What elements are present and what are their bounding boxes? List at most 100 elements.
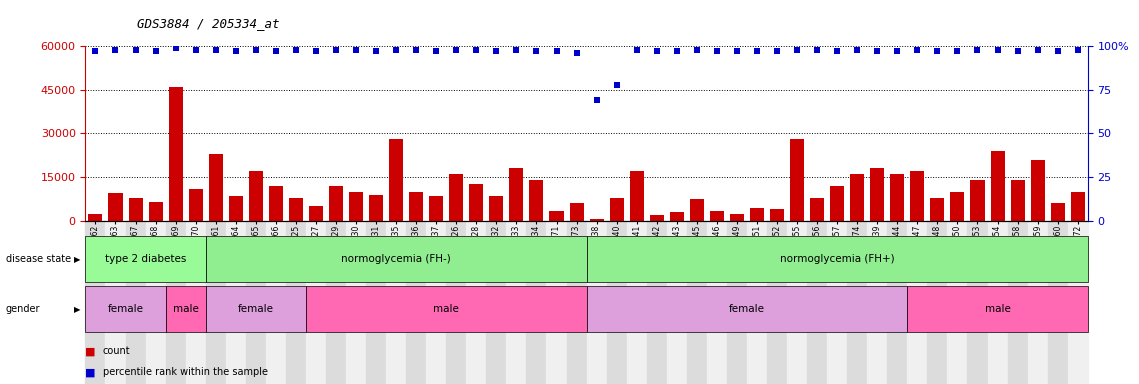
Bar: [948, 221, 967, 384]
Bar: [991, 151, 1005, 221]
Bar: [526, 221, 547, 384]
Bar: [770, 209, 784, 221]
Point: [828, 48, 846, 55]
Bar: [469, 184, 483, 221]
Point: [628, 46, 646, 53]
Bar: [950, 192, 965, 221]
Bar: [570, 204, 583, 221]
Bar: [927, 221, 948, 384]
Text: male: male: [984, 304, 1010, 314]
Point: [788, 46, 806, 53]
Bar: [607, 221, 626, 384]
Point: [728, 48, 746, 55]
Bar: [208, 154, 223, 221]
Point: [1068, 46, 1087, 53]
Text: normoglycemia (FH+): normoglycemia (FH+): [780, 254, 894, 264]
Point: [267, 48, 285, 55]
Point: [688, 46, 706, 53]
Text: normoglycemia (FH-): normoglycemia (FH-): [342, 254, 451, 264]
Bar: [289, 197, 303, 221]
Text: ▶: ▶: [74, 305, 81, 314]
Bar: [146, 221, 165, 384]
Bar: [446, 221, 466, 384]
Bar: [808, 221, 827, 384]
Bar: [549, 210, 564, 221]
Bar: [1067, 221, 1088, 384]
Bar: [407, 221, 426, 384]
Bar: [229, 196, 243, 221]
Bar: [125, 221, 146, 384]
Bar: [690, 199, 704, 221]
Point: [808, 46, 826, 53]
Bar: [827, 221, 847, 384]
Bar: [710, 210, 724, 221]
Bar: [891, 174, 904, 221]
Bar: [449, 174, 464, 221]
Point: [868, 48, 886, 55]
Text: count: count: [103, 346, 130, 356]
Bar: [749, 208, 764, 221]
Bar: [306, 221, 326, 384]
Bar: [666, 221, 687, 384]
Bar: [246, 221, 265, 384]
Bar: [626, 221, 647, 384]
Bar: [189, 189, 203, 221]
Bar: [346, 221, 366, 384]
Point: [1029, 46, 1047, 53]
Point: [989, 46, 1007, 53]
Point: [106, 46, 124, 53]
Point: [287, 46, 305, 53]
Bar: [1008, 221, 1027, 384]
Bar: [129, 197, 142, 221]
Point: [768, 48, 786, 55]
Point: [166, 45, 185, 51]
Point: [427, 48, 445, 55]
Bar: [767, 221, 787, 384]
Point: [367, 48, 385, 55]
Point: [507, 46, 525, 53]
Point: [487, 48, 506, 55]
Bar: [630, 171, 644, 221]
Bar: [609, 197, 624, 221]
Bar: [426, 221, 446, 384]
Bar: [530, 180, 543, 221]
Point: [567, 50, 585, 56]
Bar: [647, 221, 666, 384]
Bar: [1027, 221, 1048, 384]
Bar: [587, 221, 607, 384]
Bar: [329, 186, 343, 221]
Bar: [486, 221, 507, 384]
Point: [888, 48, 907, 55]
Bar: [870, 169, 884, 221]
Bar: [148, 202, 163, 221]
Point: [467, 46, 485, 53]
Bar: [248, 171, 263, 221]
Bar: [409, 192, 424, 221]
Bar: [369, 195, 383, 221]
Bar: [429, 196, 443, 221]
Text: percentile rank within the sample: percentile rank within the sample: [103, 367, 268, 377]
Bar: [670, 212, 683, 221]
Point: [1049, 48, 1067, 55]
Bar: [349, 192, 363, 221]
Bar: [850, 174, 865, 221]
Point: [707, 48, 726, 55]
Text: ■: ■: [85, 346, 96, 356]
Point: [849, 46, 867, 53]
Bar: [507, 221, 526, 384]
Bar: [687, 221, 707, 384]
Point: [527, 48, 546, 55]
Point: [187, 46, 205, 53]
Point: [306, 48, 325, 55]
Point: [247, 46, 265, 53]
Text: gender: gender: [6, 304, 40, 314]
Bar: [509, 169, 524, 221]
Bar: [390, 139, 403, 221]
Text: type 2 diabetes: type 2 diabetes: [105, 254, 187, 264]
Text: ■: ■: [85, 367, 96, 377]
Point: [327, 46, 345, 53]
Text: male: male: [433, 304, 459, 314]
Point: [548, 48, 566, 55]
Bar: [967, 221, 988, 384]
Bar: [206, 221, 226, 384]
